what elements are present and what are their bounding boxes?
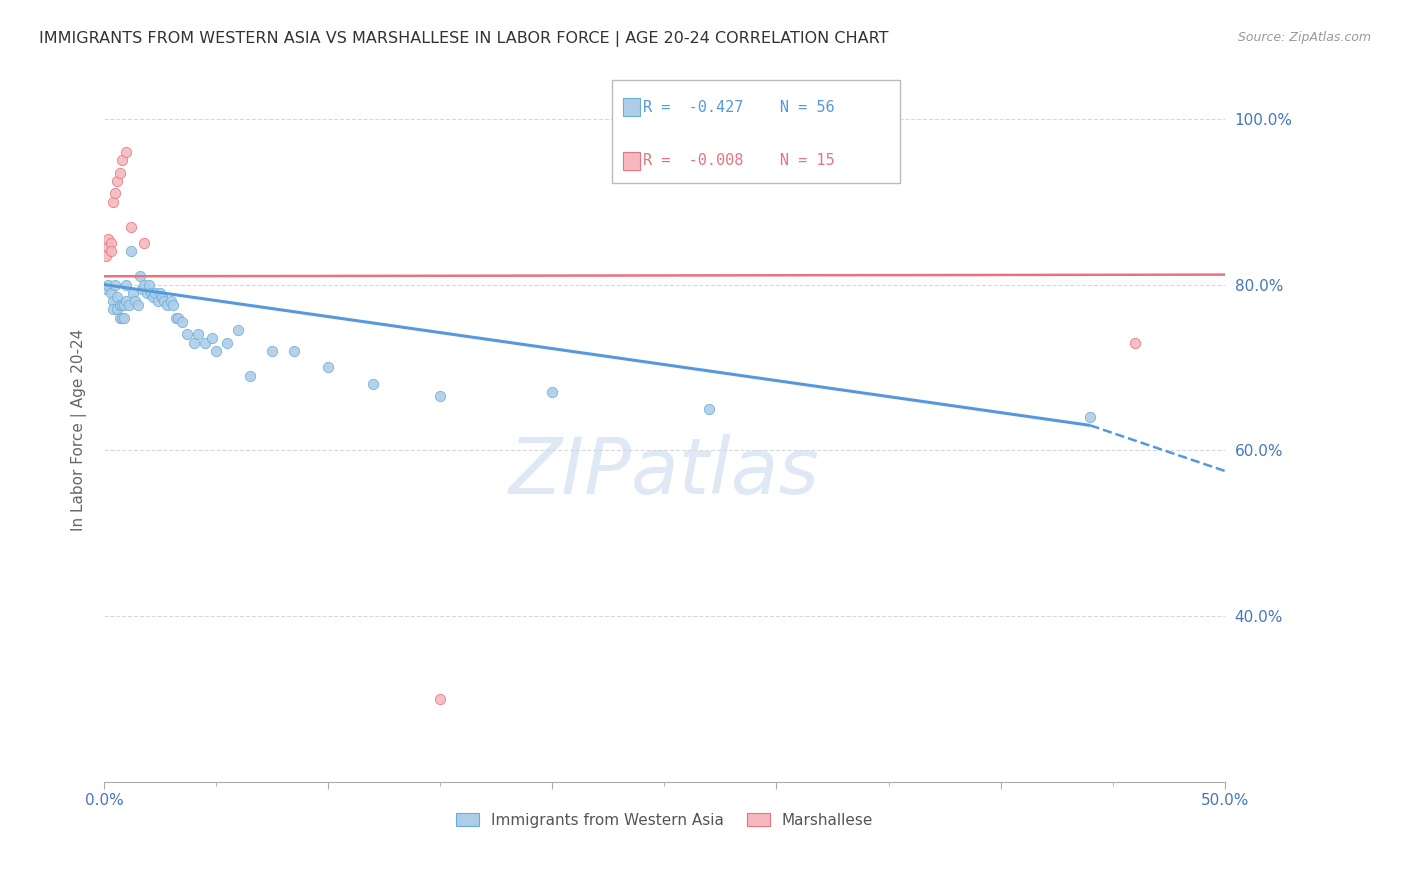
Point — [115, 145, 138, 159]
Point — [111, 310, 134, 325]
Point — [131, 282, 153, 296]
Point — [108, 166, 131, 180]
Point — [228, 323, 250, 337]
Text: IMMIGRANTS FROM WESTERN ASIA VS MARSHALLESE IN LABOR FORCE | AGE 20-24 CORRELATI: IMMIGRANTS FROM WESTERN ASIA VS MARSHALL… — [39, 31, 889, 47]
Point — [145, 285, 167, 300]
Point — [101, 194, 124, 209]
Point — [165, 310, 187, 325]
Point — [117, 298, 139, 312]
Point — [194, 335, 217, 350]
Text: Source: ZipAtlas.com: Source: ZipAtlas.com — [1237, 31, 1371, 45]
Text: R =  -0.008    N = 15: R = -0.008 N = 15 — [643, 153, 834, 168]
Point — [97, 277, 120, 292]
Point — [162, 298, 184, 312]
Point — [283, 343, 305, 358]
Point — [134, 236, 156, 251]
Point — [541, 385, 564, 400]
Point — [167, 310, 190, 325]
Point — [97, 232, 120, 246]
Point — [135, 285, 157, 300]
Point — [429, 389, 451, 403]
Point — [100, 236, 122, 251]
Point — [115, 294, 138, 309]
Point — [239, 368, 262, 383]
Point — [316, 360, 339, 375]
Point — [429, 691, 451, 706]
Point — [156, 298, 179, 312]
Point — [146, 294, 169, 309]
Point — [104, 277, 127, 292]
Point — [187, 327, 209, 342]
Y-axis label: In Labor Force | Age 20-24: In Labor Force | Age 20-24 — [72, 328, 87, 531]
Legend: Immigrants from Western Asia, Marshallese: Immigrants from Western Asia, Marshalles… — [450, 806, 879, 834]
Point — [176, 327, 198, 342]
Point — [205, 343, 228, 358]
Point — [100, 244, 122, 259]
Text: ZIPatlas: ZIPatlas — [509, 434, 820, 510]
Point — [128, 269, 150, 284]
Point — [112, 310, 135, 325]
Text: ■: ■ — [623, 98, 640, 116]
Point — [150, 290, 173, 304]
Point — [105, 174, 128, 188]
Point — [139, 285, 162, 300]
Point — [111, 153, 134, 168]
Point — [697, 401, 720, 416]
Point — [138, 277, 160, 292]
Point — [94, 282, 117, 296]
Point — [101, 302, 124, 317]
Point — [105, 302, 128, 317]
Point — [97, 240, 120, 254]
Point — [120, 219, 142, 234]
Point — [200, 331, 222, 345]
Text: ■: ■ — [623, 152, 640, 169]
Point — [127, 298, 149, 312]
Point — [217, 335, 239, 350]
Point — [1123, 335, 1146, 350]
Point — [260, 343, 283, 358]
Point — [112, 298, 135, 312]
Point — [172, 315, 194, 329]
Point — [134, 277, 156, 292]
Point — [361, 376, 384, 391]
Point — [142, 290, 165, 304]
Point — [153, 294, 176, 309]
Point — [105, 290, 128, 304]
Point — [101, 294, 124, 309]
Point — [94, 249, 117, 263]
Point — [104, 186, 127, 201]
Point — [1078, 410, 1101, 425]
Point — [108, 298, 131, 312]
Point — [100, 285, 122, 300]
Point — [149, 285, 172, 300]
Point — [115, 277, 138, 292]
Point — [124, 294, 146, 309]
Point — [120, 244, 142, 259]
Text: R =  -0.427    N = 56: R = -0.427 N = 56 — [643, 100, 834, 114]
Point — [111, 298, 134, 312]
Point — [183, 335, 205, 350]
Point — [160, 294, 183, 309]
Point — [108, 310, 131, 325]
Point — [122, 285, 145, 300]
